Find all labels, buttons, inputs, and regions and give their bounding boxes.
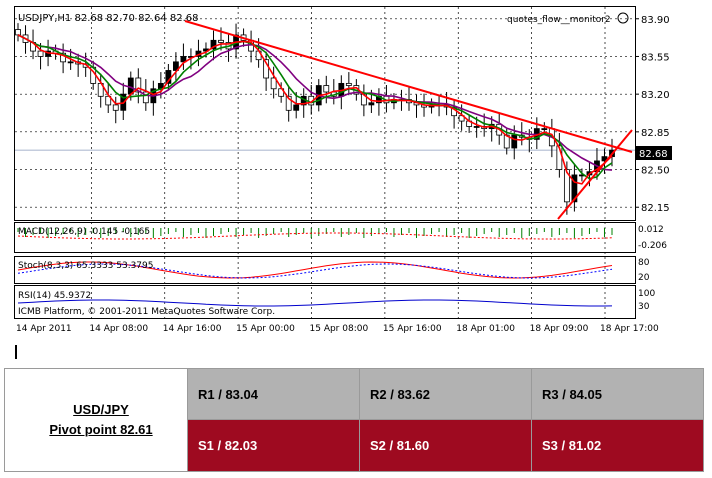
candle — [270, 77, 277, 90]
support-trendline — [557, 129, 633, 220]
price-tick-label: 82.85 — [641, 128, 670, 139]
time-tick-label: 18 Apr 01:00 — [456, 324, 515, 334]
candle — [142, 91, 149, 104]
current-price-box — [636, 146, 672, 160]
stoch-panel — [14, 256, 636, 284]
chart-header: USDJPY,H1 82.68 82.70 82.64 82.68 — [18, 13, 199, 24]
candle — [541, 128, 548, 131]
r3-cell: R3 / 84.05 — [531, 368, 704, 420]
r2-cell: R2 / 83.62 — [359, 368, 532, 420]
current-price-label: 82.68 — [639, 149, 668, 160]
s2-cell: S2 / 81.60 — [359, 419, 532, 472]
pivot-table: USD/JPY Pivot point 82.61 R1 / 83.04 R2 … — [4, 368, 704, 472]
time-tick-label: 14 Apr 2011 — [16, 324, 72, 334]
time-tick-label: 18 Apr 09:00 — [530, 324, 589, 334]
pivot-point: Pivot point 82.61 — [49, 422, 153, 437]
macd-label: MACD(12,26,9) -0.145 -0.165 — [18, 227, 150, 237]
candle — [172, 61, 179, 71]
candle — [368, 102, 375, 106]
clock-icon — [617, 12, 629, 24]
candle — [180, 56, 187, 63]
time-tick-label: 14 Apr 08:00 — [89, 324, 148, 334]
candle — [105, 95, 112, 106]
price-tick-label: 83.90 — [641, 15, 670, 26]
stoch-label: Stoch(8,3,3) 65.3333 53.3795 — [18, 261, 153, 271]
price-tick-label: 82.50 — [641, 166, 670, 177]
candle — [345, 82, 352, 86]
pair-name: USD/JPY — [73, 402, 129, 417]
candle — [511, 134, 518, 149]
candle — [458, 115, 465, 122]
macd-tick-top: 0.012 — [638, 225, 664, 235]
time-tick-label: 15 Apr 08:00 — [310, 324, 369, 334]
candle — [285, 95, 292, 111]
candle — [15, 29, 21, 36]
candle — [563, 169, 570, 203]
rsi-tick-top: 100 — [638, 289, 655, 299]
candle — [293, 104, 300, 111]
ma-slow-line — [17, 34, 613, 171]
s1-cell: S1 / 82.03 — [187, 419, 360, 472]
candle — [60, 52, 67, 63]
macd-signal-line — [17, 232, 613, 240]
copyright-text: ICMB Platform, © 2001-2011 MetaQuotes So… — [18, 307, 275, 317]
rsi-line — [17, 299, 613, 307]
ma-fast-line — [17, 34, 613, 185]
rsi-panel — [14, 285, 636, 319]
ma-mid-line — [17, 34, 613, 180]
candle — [112, 104, 119, 111]
watermark-text: quotes_flow__monitor2 — [507, 15, 611, 25]
rsi-tick-bottom: 30 — [638, 302, 650, 312]
candle — [473, 126, 480, 128]
candle — [67, 61, 74, 64]
candle — [323, 85, 330, 93]
price-tick-label: 83.55 — [641, 52, 670, 63]
pair-cell: USD/JPY Pivot point 82.61 — [4, 368, 188, 472]
resistance-trendline — [184, 20, 633, 153]
candle — [210, 39, 217, 50]
time-tick-label: 15 Apr 00:00 — [236, 324, 295, 334]
s3-cell: S3 / 81.02 — [531, 419, 704, 472]
macd-tick-bottom: -0.206 — [638, 241, 667, 251]
text-cursor — [15, 345, 17, 359]
price-tick-label: 83.20 — [641, 90, 670, 101]
price-chart: 14 Apr 2011 14 Apr 08:00 14 Apr 16:00 15 Ap… — [14, 6, 672, 334]
time-tick-label: 18 Apr 17:00 — [600, 324, 659, 334]
candle — [218, 39, 224, 43]
price-panel — [14, 6, 636, 221]
stoch-tick-top: 80 — [638, 258, 650, 268]
macd-panel — [14, 222, 636, 253]
candle — [263, 59, 270, 79]
time-tick-label: 15 Apr 16:00 — [383, 324, 442, 334]
rsi-label: RSI(14) 45.9372 — [18, 291, 91, 301]
r1-cell: R1 / 83.04 — [187, 368, 360, 420]
stoch-main-line — [17, 261, 613, 279]
candle — [37, 50, 44, 57]
candle — [571, 174, 578, 203]
time-tick-label: 14 Apr 16:00 — [163, 324, 222, 334]
stoch-tick-bottom: 20 — [638, 273, 650, 283]
candle — [135, 77, 142, 93]
price-tick-label: 82.15 — [641, 203, 670, 214]
